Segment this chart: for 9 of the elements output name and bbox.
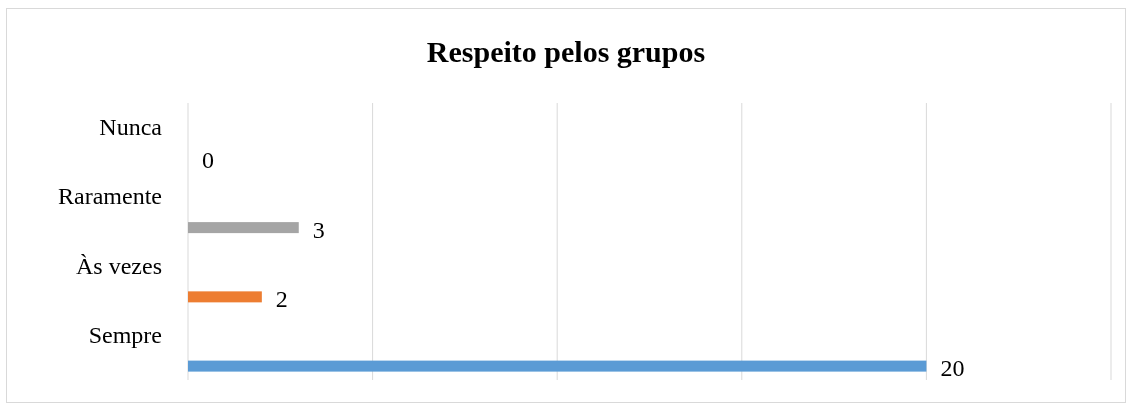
data-label: 20 [940, 355, 965, 382]
chart-title: Respeito pelos grupos [426, 35, 706, 68]
data-label: 0 [202, 147, 214, 174]
y-tick-label: Às vezes [76, 252, 162, 279]
data-label: 2 [275, 285, 288, 312]
y-tick-label: Sempre [88, 321, 162, 348]
y-tick-label: Nunca [99, 114, 163, 141]
data-label: 3 [312, 216, 325, 243]
y-tick-label: Raramente [58, 183, 162, 210]
